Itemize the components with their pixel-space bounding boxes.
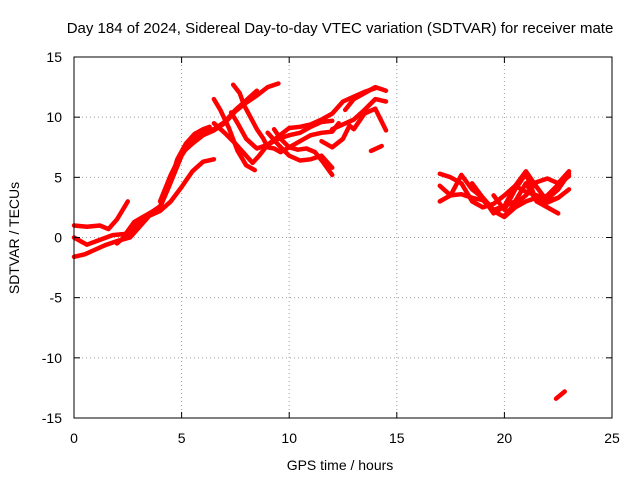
x-tick-label: 10: [281, 430, 297, 446]
series-line-12: [319, 106, 389, 150]
series-line-1: [71, 199, 131, 232]
y-tick-label: 15: [46, 49, 62, 65]
x-tick-label: 15: [389, 430, 405, 446]
y-tick-label: -5: [50, 290, 63, 306]
y-tick-label: -10: [42, 350, 62, 366]
y-tick-label: -15: [42, 410, 62, 426]
chart-title: Day 184 of 2024, Sidereal Day-to-day VTE…: [67, 20, 614, 37]
x-tick-label: 5: [178, 430, 186, 446]
axes: 0 5 10 15 20 25 -15 -10 -5 0 5 10 15: [42, 49, 620, 446]
series-line-21: [502, 169, 572, 219]
series-line-7: [228, 86, 378, 151]
x-axis-title: GPS time / hours: [287, 457, 394, 473]
grid-lines: [74, 57, 612, 418]
series-line-5: [157, 81, 281, 204]
x-tick-label: 0: [70, 430, 78, 446]
series-line-11: [271, 126, 335, 178]
series-line-9: [211, 96, 258, 173]
y-axis-title: SDTVAR / TECUs: [6, 182, 22, 294]
data-series: [71, 81, 572, 401]
x-tick-label: 25: [604, 430, 620, 446]
x-tick-label: 20: [497, 430, 513, 446]
series-line-13: [329, 96, 389, 132]
series-line-22: [553, 389, 567, 401]
series-line-6: [230, 82, 341, 155]
series-line-14: [342, 84, 389, 113]
series-line-2: [71, 157, 217, 260]
y-tick-label: 5: [54, 169, 62, 185]
series-line-10: [265, 130, 335, 170]
y-tick-label: 10: [46, 109, 62, 125]
series-line-15: [368, 143, 384, 154]
y-tick-label: 0: [54, 230, 62, 246]
